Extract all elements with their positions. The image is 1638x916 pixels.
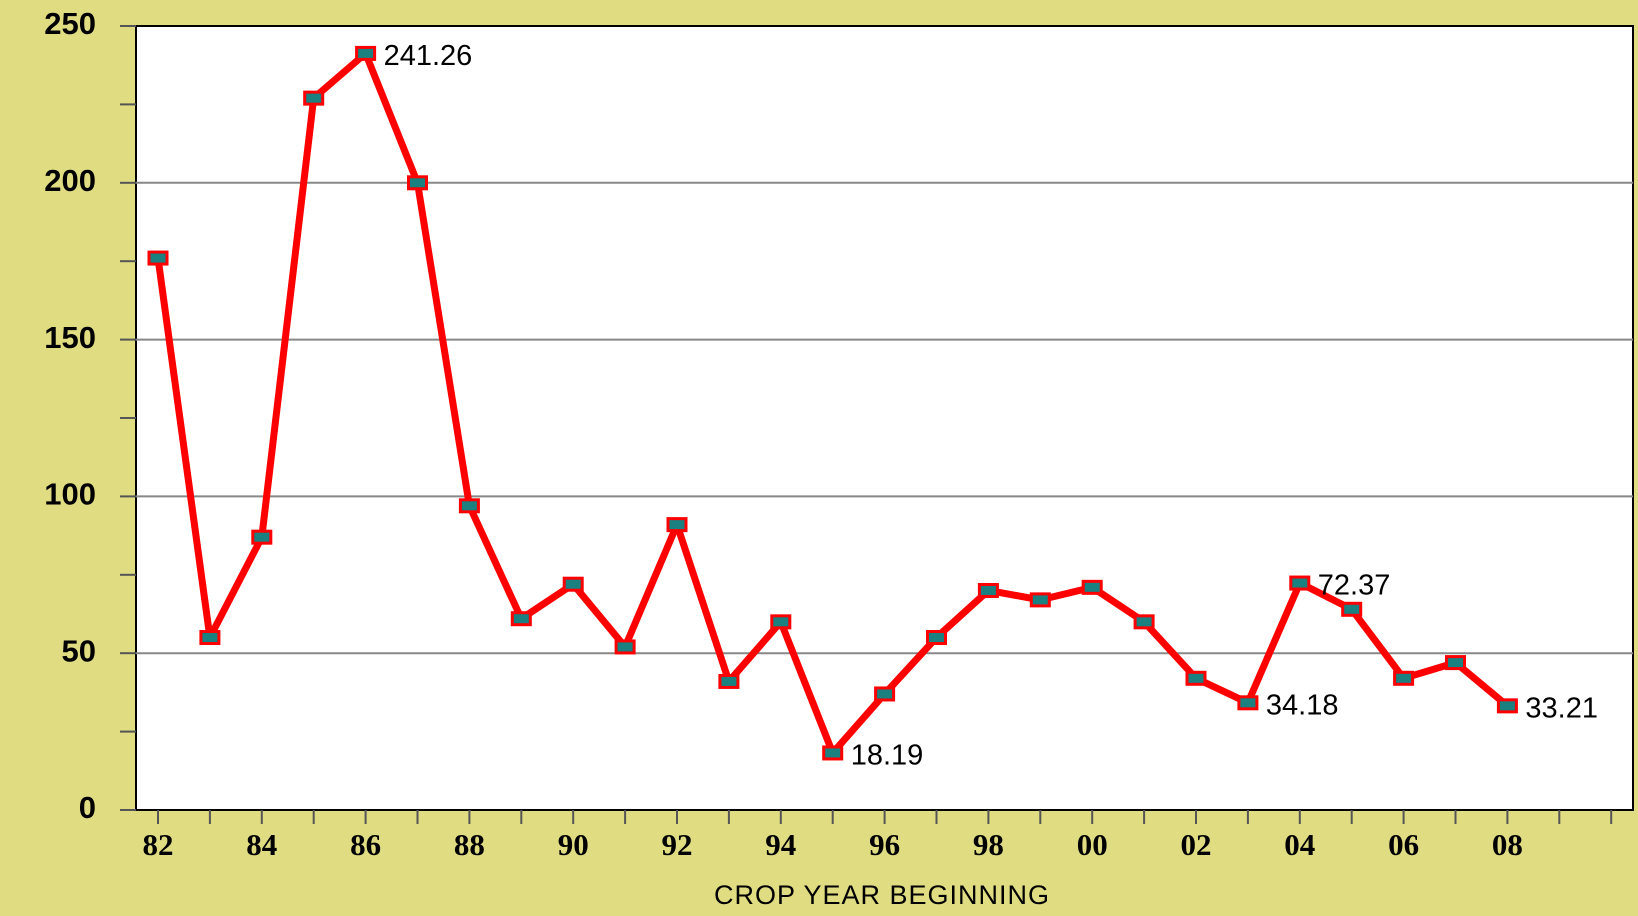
marker <box>1393 670 1415 686</box>
data-label: 241.26 <box>384 40 473 72</box>
marker <box>1029 592 1051 608</box>
marker <box>666 517 688 533</box>
data-label: 18.19 <box>851 740 924 772</box>
x-tick-label: 86 <box>350 827 381 862</box>
y-tick-label: 50 <box>62 633 96 668</box>
marker <box>147 250 169 266</box>
marker <box>1445 655 1466 671</box>
marker <box>1185 670 1207 686</box>
marker <box>251 529 273 545</box>
marker <box>1496 698 1518 714</box>
x-tick-label: 06 <box>1388 827 1419 862</box>
x-tick-label: 88 <box>454 827 485 862</box>
marker <box>614 639 636 655</box>
marker <box>510 611 532 627</box>
x-tick-label: 84 <box>246 827 277 862</box>
marker <box>926 630 947 646</box>
marker <box>303 90 325 106</box>
y-tick-label: 100 <box>44 477 96 512</box>
x-axis-title: CROP YEAR BEGINNING <box>714 880 1050 910</box>
marker <box>1341 601 1363 617</box>
marker <box>977 582 999 598</box>
marker <box>770 614 792 630</box>
x-tick-label: 98 <box>973 827 1004 862</box>
data-label: 33.21 <box>1525 693 1598 725</box>
marker <box>562 576 584 592</box>
marker <box>1237 695 1259 711</box>
marker <box>407 175 428 191</box>
data-label: 72.37 <box>1318 570 1391 602</box>
x-tick-label: 00 <box>1077 827 1108 862</box>
plot-area <box>135 25 1634 811</box>
x-tick-label: 92 <box>662 827 693 862</box>
x-tick-label: 82 <box>143 827 174 862</box>
y-tick-label: 200 <box>44 163 96 198</box>
marker <box>822 745 844 761</box>
y-tick-label: 0 <box>79 790 96 825</box>
y-tick-label: 250 <box>44 6 96 41</box>
x-tick-label: 08 <box>1492 827 1523 862</box>
x-tick-label: 04 <box>1284 827 1315 862</box>
x-tick-label: 02 <box>1181 827 1212 862</box>
marker <box>874 686 896 702</box>
marker <box>458 498 480 514</box>
x-tick-label: 90 <box>558 827 589 862</box>
marker <box>199 630 221 646</box>
x-tick-label: 96 <box>869 827 900 862</box>
y-tick-label: 150 <box>44 320 96 355</box>
marker <box>1081 579 1103 595</box>
marker <box>718 673 740 689</box>
marker <box>1133 614 1155 630</box>
marker <box>1289 575 1311 591</box>
x-tick-label: 94 <box>765 827 796 862</box>
marker <box>355 45 377 61</box>
data-label: 34.18 <box>1266 689 1339 721</box>
